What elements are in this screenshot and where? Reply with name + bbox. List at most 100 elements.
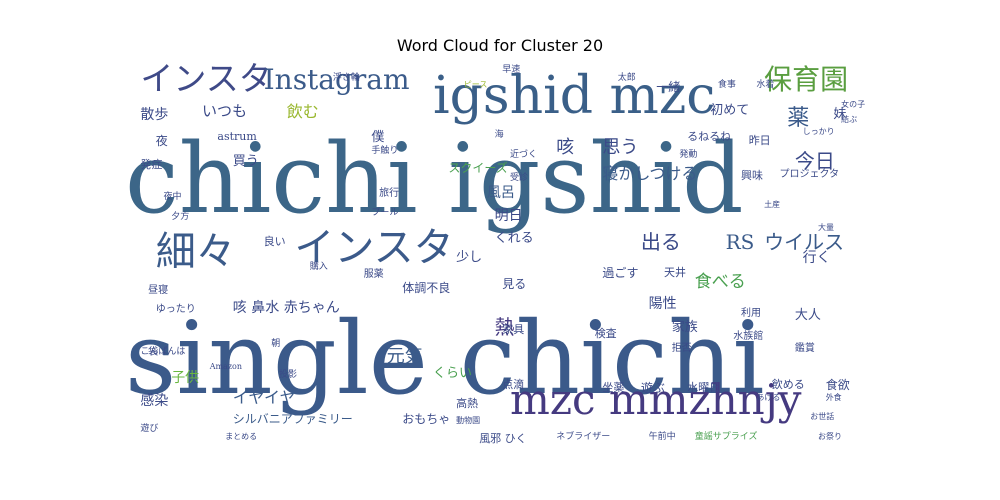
cloud-word: 午前中 [648, 431, 676, 442]
chart-title: Word Cloud for Cluster 20 [396, 36, 604, 55]
cloud-word: 興味 [741, 169, 763, 183]
cloud-word: 薬 [787, 106, 810, 132]
cloud-word: 鑑賞 [794, 342, 815, 354]
cloud-word: 僕 [371, 130, 385, 146]
cloud-word: 朝 [271, 338, 281, 349]
cloud-word: 坐薬 [602, 381, 625, 395]
cloud-word: 夕方 [171, 211, 190, 222]
cloud-word: ゆったり [155, 304, 196, 316]
cloud-word: 咳 [556, 137, 575, 159]
cloud-word: プロジェクタ [779, 169, 840, 181]
cloud-word: 太郎 [617, 72, 636, 83]
cloud-word: 寝かしつける [602, 164, 698, 184]
cloud-word: chichi igshid [125, 123, 744, 236]
cloud-word: mzc mmzhnjy [510, 374, 802, 424]
cloud-word: RS [725, 229, 755, 254]
cloud-word: 行く [802, 250, 831, 267]
cloud-word: 海 [494, 130, 504, 141]
cloud-word: 水着 [756, 80, 775, 91]
cloud-word: 風邪 ひく [479, 431, 527, 445]
cloud-word: 早速 [502, 64, 521, 75]
cloud-word: 飲める [771, 377, 805, 391]
cloud-word: Instagram [263, 62, 410, 96]
cloud-word: 夜中 [163, 192, 182, 203]
cloud-word: 良い [263, 234, 286, 248]
cloud-word: 少し [456, 250, 483, 266]
cloud-word: プール [371, 207, 399, 218]
cloud-word: しっかり [802, 126, 835, 136]
cloud-word: astrum [217, 130, 257, 144]
cloud-word: single chichi [125, 300, 765, 418]
cloud-word: 散歩 [140, 107, 169, 124]
cloud-word: 感染 [140, 392, 169, 409]
cloud-word: 大人 [794, 308, 821, 324]
cloud-word: るねるね [687, 130, 732, 144]
cloud-word: 体調不良 [402, 281, 451, 296]
cloud-word: 明日 [494, 207, 523, 224]
cloud-word: 天井 [664, 265, 686, 279]
cloud-word: 遊ぶ [640, 381, 665, 396]
cloud-word: 外食 [825, 392, 842, 402]
cloud-word: 発症 [140, 157, 163, 171]
cloud-word: ピース [463, 80, 488, 90]
cloud-word: Amazon [209, 362, 243, 372]
cloud-word: 点滴 [502, 377, 525, 391]
cloud-word: 検査 [594, 327, 617, 341]
cloud-word: 過ごす [602, 265, 639, 280]
cloud-word: 家具 [502, 323, 525, 337]
word-cloud: single chichi chichi igshid igshid mzc mzc … [125, 62, 895, 448]
cloud-word: 食欲 [825, 377, 850, 392]
cloud-word: 近づく [510, 149, 538, 160]
cloud-word: 拒否 [671, 342, 692, 354]
cloud-word: 受診 [510, 172, 529, 183]
cloud-word: まとめる [225, 431, 258, 441]
cloud-word: 高熱 [456, 396, 479, 410]
cloud-word: 風呂 [486, 184, 515, 201]
cloud-word: 発動 [679, 149, 698, 160]
cloud-word: 遊び [140, 423, 159, 434]
cloud-word: 袋 [148, 346, 159, 358]
cloud-word: 水族館 [733, 331, 764, 343]
cloud-word: 服薬 [363, 269, 384, 281]
cloud-word: いつも [202, 102, 248, 121]
cloud-word: お祭り [818, 431, 842, 441]
cloud-word: 妹 [833, 107, 847, 123]
cloud-word: 動物園 [456, 416, 481, 426]
cloud-word: シルバニアファミリー [232, 412, 353, 427]
cloud-word: 保育園 [764, 62, 849, 96]
cloud-word: 初めて [710, 103, 750, 119]
cloud-word: ネブライザー [556, 431, 611, 442]
cloud-word: 購入 [309, 261, 328, 272]
cloud-word: くれる [494, 230, 534, 246]
cloud-word: 結ぶ [841, 115, 858, 125]
cloud-word: 投影 [279, 369, 298, 380]
cloud-word: 旅行 [379, 188, 400, 200]
cloud-word: インスタ [294, 224, 454, 271]
cloud-word: 昨日 [748, 134, 771, 148]
cloud-word: 土産 [764, 199, 781, 209]
cloud-word: 今日 [794, 148, 835, 173]
cloud-word: あげる [756, 392, 781, 402]
cloud-word: 陽性 [648, 296, 677, 313]
cloud-word: こんぱんは [140, 346, 186, 357]
cloud-word: 出る [640, 229, 681, 254]
cloud-word: 咳 鼻水 赤ちゃん [232, 300, 340, 317]
cloud-word: 大量 [818, 223, 834, 233]
cloud-word: igshid mzc [433, 65, 716, 126]
cloud-word: 利用 [741, 308, 761, 320]
cloud-word: ウイルス [764, 229, 845, 254]
cloud-word: 一緒 [656, 80, 681, 95]
cloud-word: インスタ [140, 62, 272, 98]
cloud-word: スクイーズ [448, 161, 508, 176]
cloud-word: 食べる [694, 272, 746, 293]
cloud-word: 手触り [371, 145, 399, 156]
cloud-word: 熱 [494, 314, 515, 339]
cloud-word: くらい [433, 365, 473, 381]
cloud-word: 元気 [386, 345, 423, 367]
cloud-word: 見る [502, 277, 527, 292]
cloud-word: 飲む [286, 102, 319, 122]
cloud-word: イヤイヤ [232, 388, 296, 408]
cloud-word: 細々 [155, 228, 236, 275]
cloud-word: 童謡サプライズ [694, 431, 758, 442]
